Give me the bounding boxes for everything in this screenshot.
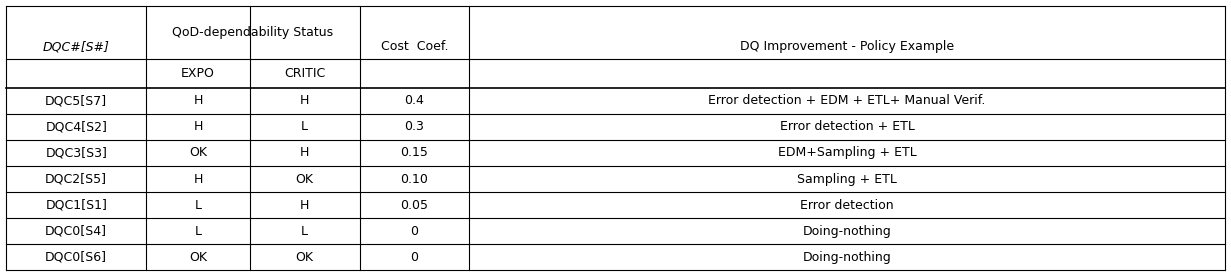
Text: OK: OK [295,251,314,264]
Text: L: L [302,120,308,133]
Text: DQC3[S3]: DQC3[S3] [46,147,107,160]
Text: DQC4[S2]: DQC4[S2] [46,120,107,133]
Text: 0.15: 0.15 [400,147,428,160]
Text: DQ Improvement - Policy Example: DQ Improvement - Policy Example [740,40,954,53]
Text: L: L [302,225,308,238]
Text: L: L [194,225,202,238]
Text: DQC2[S5]: DQC2[S5] [46,172,107,185]
Text: DQC0[S4]: DQC0[S4] [46,225,107,238]
Text: OK: OK [190,251,207,264]
Text: 0.4: 0.4 [405,94,425,107]
Text: DQC#[S#]: DQC#[S#] [43,40,110,53]
Text: H: H [300,94,309,107]
Text: DQC5[S7]: DQC5[S7] [46,94,107,107]
Text: H: H [193,94,203,107]
Text: 0.10: 0.10 [400,172,428,185]
Text: OK: OK [190,147,207,160]
Text: Sampling + ETL: Sampling + ETL [798,172,897,185]
Text: 0.3: 0.3 [405,120,425,133]
Text: EXPO: EXPO [181,67,215,79]
Text: EDM+Sampling + ETL: EDM+Sampling + ETL [778,147,916,160]
Text: OK: OK [295,172,314,185]
Text: Cost  Coef.: Cost Coef. [380,40,448,53]
Text: H: H [193,120,203,133]
Text: Error detection + ETL: Error detection + ETL [779,120,915,133]
Text: H: H [300,199,309,212]
Text: Doing-nothing: Doing-nothing [803,251,891,264]
Text: H: H [193,172,203,185]
Text: 0: 0 [410,251,419,264]
Text: Doing-nothing: Doing-nothing [803,225,891,238]
Text: DQC1[S1]: DQC1[S1] [46,199,107,212]
Text: 0: 0 [410,225,419,238]
Text: Error detection: Error detection [800,199,894,212]
Text: QoD-dependability Status: QoD-dependability Status [172,25,334,39]
Text: H: H [300,147,309,160]
Text: DQC0[S6]: DQC0[S6] [46,251,107,264]
Text: Error detection + EDM + ETL+ Manual Verif.: Error detection + EDM + ETL+ Manual Veri… [708,94,986,107]
Text: L: L [194,199,202,212]
Text: 0.05: 0.05 [400,199,428,212]
Text: CRITIC: CRITIC [284,67,325,79]
